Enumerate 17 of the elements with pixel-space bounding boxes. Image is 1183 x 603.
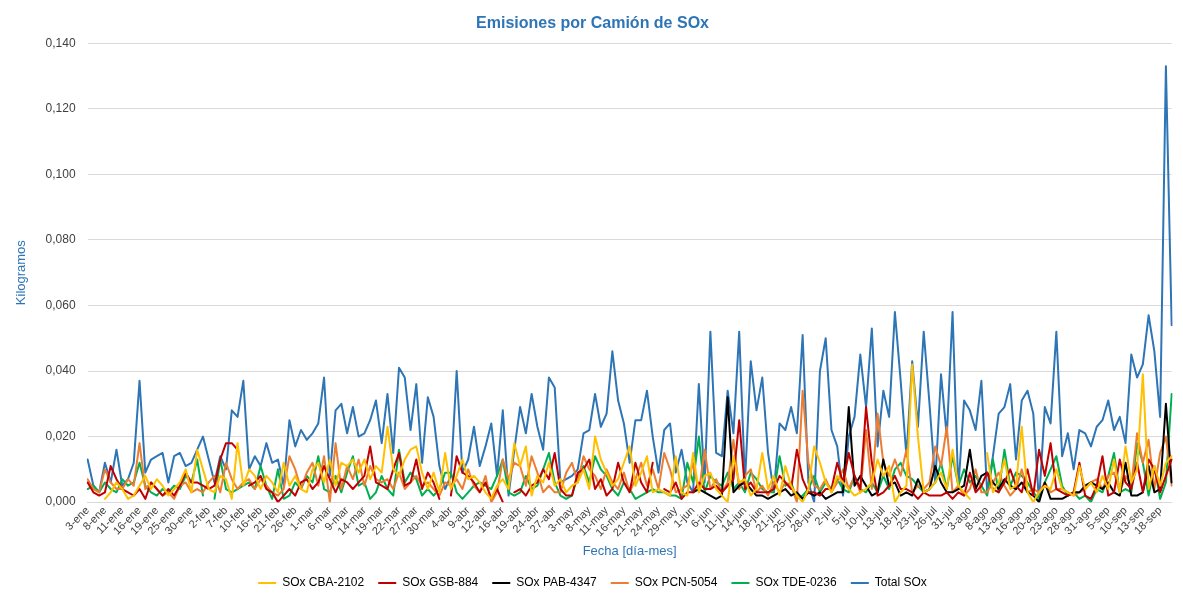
- y-tick-label: 0,080: [45, 232, 76, 247]
- y-tick-label: 0,000: [45, 494, 76, 509]
- legend-label: SOx GSB-884: [402, 575, 479, 590]
- y-tick-label: 0,040: [45, 363, 76, 378]
- y-tick-label: 0,140: [45, 35, 76, 50]
- x-axis-title: Fecha [día-mes]: [582, 542, 677, 558]
- chart-title: Emisiones por Camión de SOx: [476, 14, 710, 32]
- y-tick-label: 0,060: [45, 297, 76, 312]
- legend-label: SOx PAB-4347: [516, 575, 598, 590]
- y-tick-label: 0,020: [45, 428, 76, 443]
- y-axis-title: Kilogramos: [13, 239, 29, 306]
- legend-label: Total SOx: [874, 575, 927, 590]
- y-tick-label: 0,100: [45, 166, 76, 181]
- legend-label: SOx PCN-5054: [634, 575, 718, 590]
- legend-label: SOx TDE-0236: [755, 575, 837, 590]
- y-tick-label: 0,120: [45, 101, 76, 116]
- legend-label: SOx CBA-2102: [282, 575, 365, 590]
